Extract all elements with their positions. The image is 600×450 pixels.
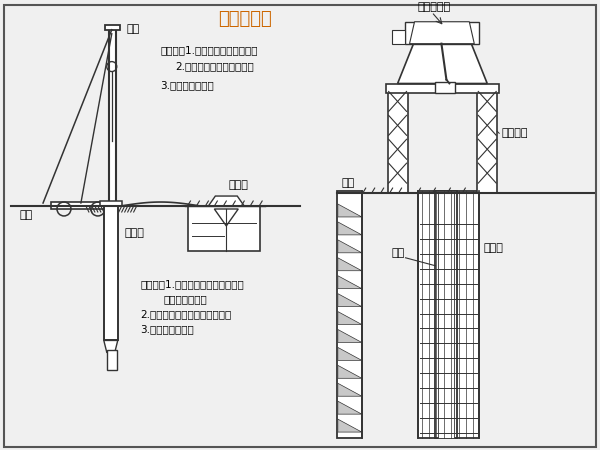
Polygon shape (338, 258, 362, 271)
Polygon shape (338, 329, 362, 342)
Polygon shape (338, 311, 362, 324)
Polygon shape (398, 44, 487, 84)
Polygon shape (338, 347, 362, 360)
Bar (436, 191, 457, 438)
Polygon shape (338, 222, 362, 235)
Bar (418, 191, 479, 438)
Text: 地面: 地面 (19, 210, 32, 220)
Polygon shape (392, 30, 404, 44)
Bar (337, 191, 362, 438)
Text: 2.吊放钢筋笼，安装灌注支架。: 2.吊放钢筋笼，安装灌注支架。 (140, 310, 232, 320)
Bar (104, 203, 118, 341)
Bar (404, 22, 479, 44)
Bar (109, 27, 116, 206)
Polygon shape (338, 419, 362, 432)
Bar (388, 89, 407, 193)
Bar (188, 206, 260, 251)
Text: 钢筋笼: 钢筋笼 (483, 243, 503, 253)
Polygon shape (338, 294, 362, 306)
Text: 泥浆池: 泥浆池 (228, 180, 248, 190)
Bar (107, 351, 117, 370)
Text: 3.浇注钻孔桩砼。: 3.浇注钻孔桩砼。 (140, 324, 194, 334)
Text: 导管: 导管 (392, 248, 405, 258)
Text: 步骤一：1.平整场地，桩位放线。: 步骤一：1.平整场地，桩位放线。 (161, 45, 258, 56)
Polygon shape (338, 401, 362, 414)
Polygon shape (214, 209, 238, 226)
Bar (439, 191, 454, 438)
Polygon shape (338, 240, 362, 253)
Text: 钻机: 钻机 (127, 24, 140, 34)
Text: 2.布设泥浆池，埋设钢护筒: 2.布设泥浆池，埋设钢护筒 (176, 62, 254, 72)
Bar (386, 84, 499, 94)
Polygon shape (338, 365, 362, 378)
Text: 桩基础施工: 桩基础施工 (218, 10, 272, 28)
Bar (51, 202, 111, 209)
Polygon shape (410, 22, 474, 44)
Text: 钢护筒: 钢护筒 (125, 228, 145, 238)
Bar (100, 201, 122, 206)
Text: 步骤二：1.钻至设计标高后，清孔、: 步骤二：1.钻至设计标高后，清孔、 (140, 279, 244, 290)
Bar (477, 89, 497, 193)
Text: 灌注支架: 灌注支架 (501, 128, 527, 138)
Text: 3.钻机就位钻孔。: 3.钻机就位钻孔。 (161, 81, 214, 90)
Polygon shape (104, 341, 118, 352)
Polygon shape (338, 204, 362, 217)
Bar (436, 81, 455, 94)
Polygon shape (208, 196, 244, 206)
Polygon shape (338, 276, 362, 288)
Bar (105, 25, 120, 30)
Text: 混凝土罐车: 混凝土罐车 (418, 2, 451, 12)
Text: 地面: 地面 (342, 178, 355, 188)
Text: 换浆、移开钻机: 换浆、移开钻机 (164, 295, 208, 305)
Polygon shape (338, 383, 362, 396)
